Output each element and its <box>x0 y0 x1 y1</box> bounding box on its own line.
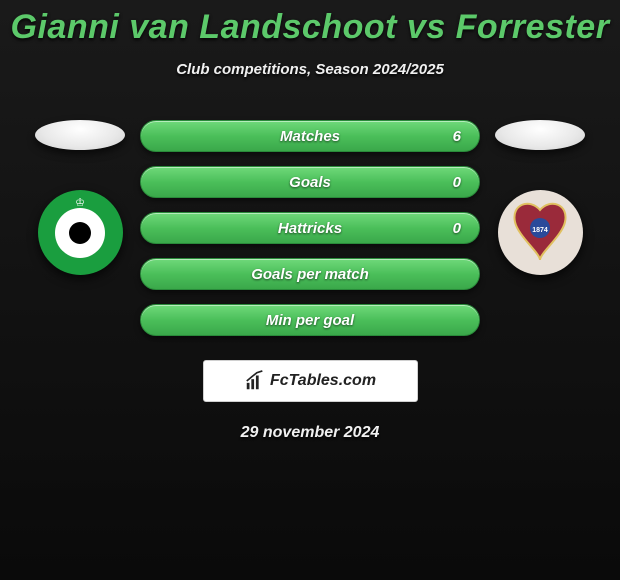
stat-label: Hattricks <box>159 220 461 237</box>
right-player-column: 1874 <box>490 120 590 275</box>
stat-label: Matches <box>159 128 461 145</box>
comparison-subtitle: Club competitions, Season 2024/2025 <box>0 61 620 78</box>
chart-icon <box>244 370 266 392</box>
stat-label: Goals <box>159 174 461 191</box>
hearts-crest-icon: 1874 <box>505 198 575 268</box>
stat-value-right: 0 <box>453 220 461 237</box>
stat-pill: Goals per match <box>140 258 480 290</box>
stat-label: Goals per match <box>159 266 461 283</box>
stats-column: Matches6Goals0Hattricks0Goals per matchM… <box>140 120 480 336</box>
content-row: ♔ Matches6Goals0Hattricks0Goals per matc… <box>0 120 620 336</box>
attribution-box: FcTables.com <box>203 360 418 402</box>
right-player-avatar-placeholder <box>495 120 585 150</box>
svg-text:1874: 1874 <box>532 227 548 234</box>
stat-label: Min per goal <box>159 312 461 329</box>
crown-icon: ♔ <box>75 196 85 209</box>
stat-value-right: 6 <box>453 128 461 145</box>
stat-pill: Goals0 <box>140 166 480 198</box>
stat-pill: Min per goal <box>140 304 480 336</box>
stat-value-right: 0 <box>453 174 461 191</box>
stat-pill: Hattricks0 <box>140 212 480 244</box>
right-club-logo: 1874 <box>498 190 583 275</box>
comparison-title: Gianni van Landschoot vs Forrester <box>0 0 620 47</box>
left-club-logo: ♔ <box>38 190 123 275</box>
comparison-date: 29 november 2024 <box>0 424 620 442</box>
left-player-avatar-placeholder <box>35 120 125 150</box>
attribution-text: FcTables.com <box>270 372 376 390</box>
left-player-column: ♔ <box>30 120 130 275</box>
stat-pill: Matches6 <box>140 120 480 152</box>
logo-inner-ring <box>55 208 105 258</box>
logo-center-dot <box>69 222 91 244</box>
